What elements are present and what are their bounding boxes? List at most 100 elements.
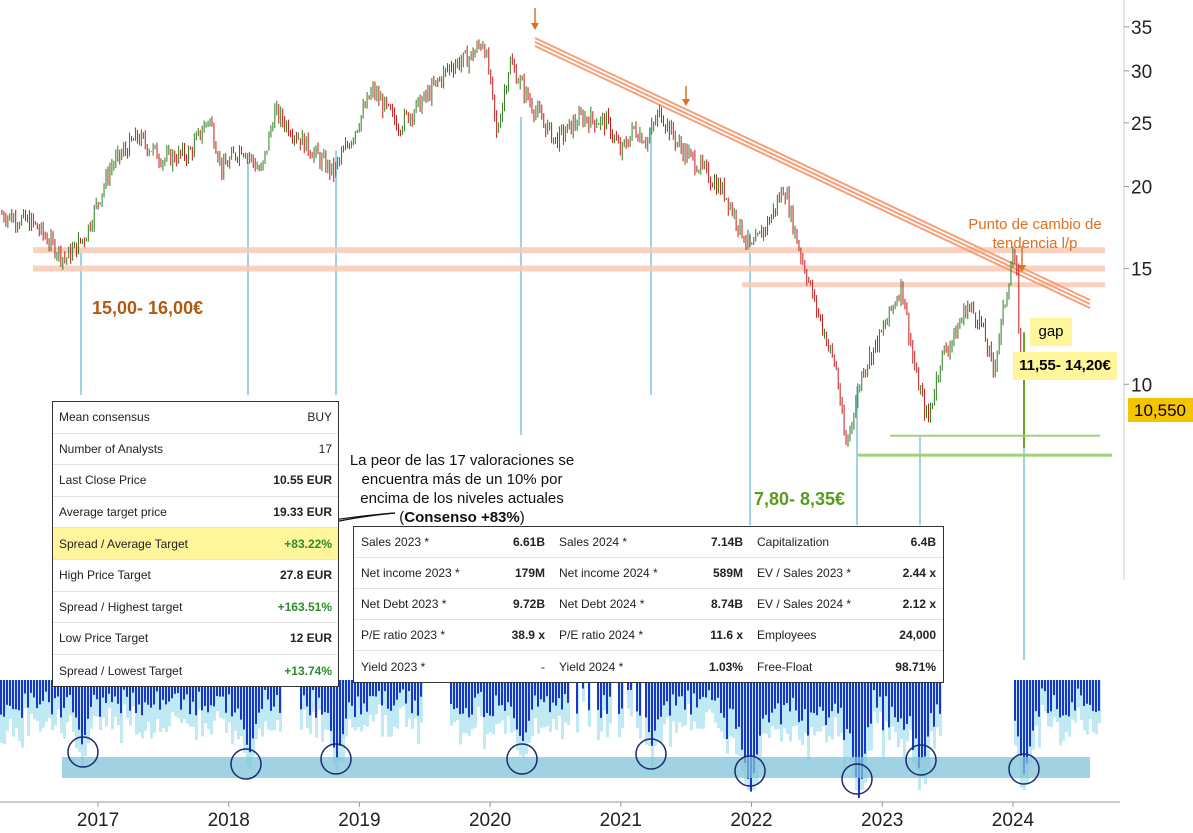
volume-bar-light: [672, 680, 675, 722]
volume-bar: [564, 680, 566, 695]
support-line-low: [858, 453, 1112, 457]
volume-bar: [651, 680, 653, 746]
volume-bar-light: [198, 680, 201, 710]
volume-bar-light: [375, 680, 378, 714]
volume-bar: [939, 680, 941, 714]
volume-bar: [765, 680, 767, 715]
volume-bar-light: [114, 680, 117, 717]
support-high-label: 15,00- 16,00€: [92, 298, 204, 318]
volume-bar-light: [153, 680, 156, 733]
volume-bar: [18, 680, 20, 711]
volume-bar: [855, 680, 857, 778]
volume-bar-light: [399, 680, 402, 709]
volume-bar: [420, 680, 422, 697]
volume-bar: [645, 680, 647, 718]
consensus-row-spread-average: Spread / Average Target +83.22%: [53, 528, 338, 560]
volume-bar: [687, 680, 689, 691]
volume-bar: [270, 680, 272, 711]
volume-bar: [822, 680, 824, 711]
price-candles: [1, 39, 1022, 447]
volume-bar-light: [603, 680, 606, 711]
volume-bar: [915, 680, 917, 739]
volume-bar-light: [30, 680, 33, 714]
volume-bar: [159, 680, 161, 710]
volume-bar: [1080, 680, 1082, 696]
volume-bar: [657, 680, 659, 720]
y-axis-ticks: 10 15 20 25 30 35: [1124, 18, 1152, 396]
volume-bar: [480, 680, 482, 692]
volume-bar: [795, 680, 797, 711]
volume-bar-light: [42, 680, 45, 728]
volume-bar-light: [381, 680, 384, 737]
volume-bar: [324, 680, 326, 713]
volume-bar: [117, 680, 119, 704]
volume-bar: [534, 680, 536, 696]
volume-bar-light: [681, 680, 684, 727]
volume-bar-light: [396, 680, 399, 729]
volume-bar-light: [1041, 680, 1044, 706]
volume-bar: [1077, 680, 1079, 689]
volume-bar: [588, 680, 590, 711]
volume-bar: [45, 680, 47, 692]
volume-bar: [54, 680, 56, 699]
volume-bar-light: [402, 680, 405, 706]
volume-bar: [663, 680, 665, 706]
volume-bar: [519, 680, 521, 736]
volume-bar: [381, 680, 383, 706]
volume-bar: [786, 680, 788, 704]
volume-bar-light: [687, 680, 690, 704]
volume-bar: [42, 680, 44, 701]
volume-bar: [753, 680, 755, 774]
volume-bar: [147, 680, 149, 705]
volume-bar: [255, 680, 257, 725]
volume-bar: [903, 680, 905, 730]
volume-bar: [918, 680, 920, 769]
volume-bar: [399, 680, 401, 693]
volume-bar-light: [537, 680, 540, 734]
volume-bar: [531, 680, 533, 710]
volume-bar: [636, 680, 638, 712]
volume-bar-light: [543, 680, 546, 728]
volume-bar: [369, 680, 371, 697]
fund-sales-2023: Sales 2023 * 6.61B: [354, 527, 552, 558]
volume-bar: [465, 680, 467, 708]
volume-bar: [1050, 680, 1052, 712]
volume-bar: [630, 680, 632, 690]
volume-bar: [1047, 680, 1049, 714]
volume-bar-light: [102, 680, 105, 718]
volume-bar-light: [165, 680, 168, 732]
volume-bar: [36, 680, 38, 709]
volume-bar: [87, 680, 89, 719]
volume-bar: [825, 680, 827, 726]
volume-bar: [360, 680, 362, 715]
volume-bar: [693, 680, 695, 694]
volume-bar: [1023, 680, 1025, 775]
volume-bar: [84, 680, 86, 735]
volume-bar: [261, 680, 263, 709]
volume-bar: [66, 680, 68, 698]
volume-bar-light: [540, 680, 543, 728]
consensus-row-analysts: Number of Analysts 17: [53, 434, 338, 466]
volume-bar: [882, 680, 884, 731]
volume-bar: [78, 680, 80, 730]
volume-bar: [561, 680, 563, 710]
volume-bar: [72, 680, 74, 713]
volume-bar-light: [18, 680, 21, 742]
volume-bar-light: [1044, 680, 1047, 712]
volume-bar: [12, 680, 14, 710]
volume-bar: [1053, 680, 1055, 696]
volume-bar-light: [66, 680, 69, 723]
consensus-row-average-target: Average target price 19.33 EUR: [53, 497, 338, 529]
volume-bar: [30, 680, 32, 693]
volume-bar: [189, 680, 191, 715]
fund-net-income-2024: Net income 2024 * 589M: [552, 558, 750, 589]
volume-histogram: [0, 680, 1101, 798]
volume-bar: [336, 680, 338, 759]
volume-bar-light: [372, 680, 375, 722]
volume-bar: [744, 680, 746, 764]
volume-bar: [321, 680, 323, 715]
volume-bar: [816, 680, 818, 716]
volume-spike-circle: [734, 755, 766, 787]
volume-bar: [477, 680, 479, 694]
volume-bar: [552, 680, 554, 703]
